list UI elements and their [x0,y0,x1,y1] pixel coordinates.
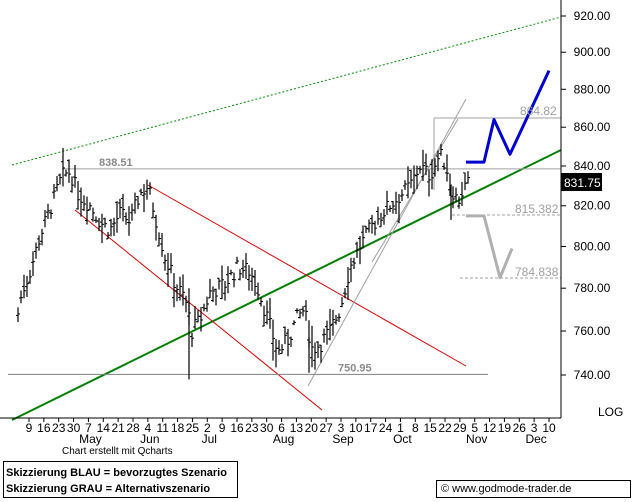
x-tick-label: 1 [397,421,404,435]
x-tick-label: 14 [97,421,111,435]
x-month-label: Oct [393,432,412,446]
x-tick-label: 3 [338,421,345,435]
x-tick-label: 9 [26,421,33,435]
last-price-badge-box [561,173,602,191]
level-838-label: 838.51 [99,157,133,169]
x-tick-label: 22 [438,421,452,435]
x-tick-label: 20 [305,421,319,435]
upper-channel-line [11,16,562,166]
y-tick-label: 800.00 [574,239,611,253]
scenario-legend: Skizzierung BLAU = bevorzugtes Szenario … [3,461,238,498]
x-tick-label: 16 [230,421,244,435]
x-tick-label: 15 [423,421,437,435]
x-tick-label: 30 [67,421,81,435]
x-tick-label: 3 [531,421,538,435]
y-tick-label: 740.00 [574,368,611,382]
x-month-label: Dec [525,432,546,446]
x-tick-label: 26 [513,421,527,435]
x-tick-label: 4 [145,421,152,435]
legend-entry-gray: Skizzierung GRAU = Alternativszenario [6,483,211,495]
level-815-label: 815.382 [515,202,559,216]
copyright-icon: © [441,483,453,495]
gray-scenario-path [466,214,514,280]
x-tick-label: 28 [126,421,140,435]
y-tick-label: 920.00 [574,9,611,23]
x-month-label: Aug [273,432,294,446]
x-month-label: Nov [466,432,487,446]
website-url: www.godmode-trader.de [452,483,572,495]
x-tick-label: 6 [278,421,285,435]
x-tick-label: 10 [542,421,556,435]
level-864-label: 864.82 [520,104,557,118]
x-tick-label: 30 [260,421,274,435]
x-tick-label: 11 [156,421,169,435]
x-tick-label: 5 [471,421,478,435]
x-month-label: May [79,432,102,446]
legend-entry-blue: Skizzierung BLAU = bevorzugtes Szenario [6,467,227,479]
downtrend-upper-line [147,184,467,367]
x-tick-label: 29 [453,421,467,435]
x-tick-label: 16 [37,421,51,435]
downtrend-lower-line [74,209,323,411]
x-tick-label: 25 [186,421,200,435]
x-tick-label: 9 [219,421,226,435]
y-tick-label: 820.00 [574,199,611,213]
level-750-label: 750.95 [338,362,372,374]
last-price-badge: 831.75 [561,173,602,191]
y-tick-label: 760.00 [574,324,611,338]
y-axis-scale-label: LOG [598,405,623,419]
x-tick-label: 17 [364,421,378,435]
x-tick-label: 7 [85,421,92,435]
blue-scenario-path [466,70,551,164]
website-link[interactable]: © www.godmode-trader.de [436,480,631,498]
x-tick-label: 2 [204,421,211,435]
last-price-label: 831.75 [564,176,601,190]
chart-credit: Chart erstellt mit Qcharts [62,446,173,457]
x-tick-label: 12 [483,421,497,435]
gray-channel-line-2 [371,118,459,263]
x-tick-label: 24 [379,421,393,435]
level-784-label: 784.838 [515,265,559,279]
x-tick-label: 27 [319,421,333,435]
uptrend-line [11,149,562,421]
x-tick-label: 13 [290,421,304,435]
y-tick-label: 880.00 [574,82,611,96]
x-tick-label: 19 [498,421,512,435]
x-tick-label: 18 [171,421,185,435]
x-month-label: Jun [140,432,159,446]
x-tick-label: 23 [52,421,66,435]
x-tick-label: 21 [111,421,125,435]
y-tick-label: 860.00 [574,120,611,134]
x-tick-label: 23 [245,421,259,435]
y-tick-label: 780.00 [574,281,611,295]
x-month-label: Sep [332,432,354,446]
x-month-label: Jul [202,432,217,446]
x-tick-label: 8 [412,421,419,435]
y-tick-label: 900.00 [574,45,611,59]
y-tick-label: 840.00 [574,159,611,173]
gray-channel-line-1 [307,98,467,387]
x-tick-label: 10 [349,421,363,435]
